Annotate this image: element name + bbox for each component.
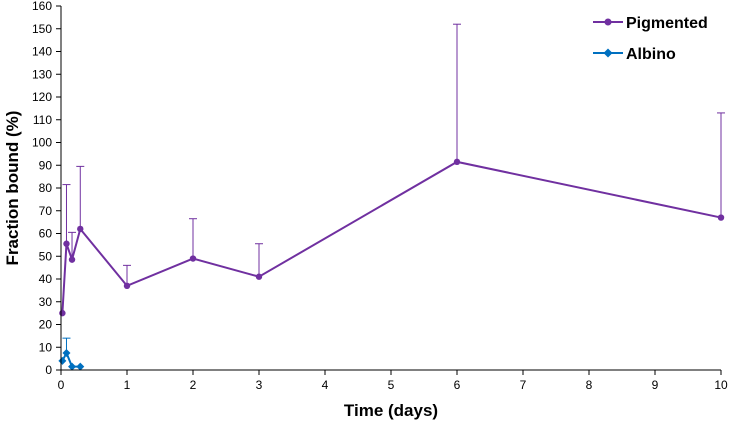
x-tick-label: 1 — [124, 378, 131, 392]
y-tick-label: 20 — [39, 318, 53, 332]
x-tick-label: 8 — [586, 378, 593, 392]
plot-area — [58, 23, 725, 371]
data-point — [68, 362, 77, 371]
x-tick-label: 7 — [520, 378, 527, 392]
x-axis-ticks: 0 1 2 3 4 5 6 7 8 9 10 — [58, 370, 728, 392]
y-axis-ticks: 0 10 20 30 40 50 60 70 80 90 100 110 120 130 140 150 160 — [32, 0, 61, 377]
data-point — [62, 348, 71, 357]
data-point — [63, 240, 70, 247]
series-pigmented — [59, 23, 725, 317]
data-point — [76, 362, 85, 371]
x-tick-label: 9 — [652, 378, 659, 392]
x-tick-label: 4 — [322, 378, 329, 392]
y-tick-label: 150 — [32, 22, 52, 36]
y-tick-label: 100 — [32, 136, 52, 150]
x-tick-label: 2 — [190, 378, 197, 392]
data-point — [717, 214, 725, 221]
data-point — [58, 356, 67, 365]
y-tick-label: 10 — [39, 340, 53, 354]
x-tick-label: 3 — [256, 378, 263, 392]
x-tick-label: 5 — [388, 378, 395, 392]
y-tick-label: 130 — [32, 67, 52, 81]
data-point — [189, 255, 197, 262]
y-tick-label: 120 — [32, 90, 52, 104]
y-tick-label: 40 — [39, 272, 53, 286]
y-tick-label: 0 — [45, 363, 52, 377]
data-point — [453, 158, 461, 166]
y-tick-label: 50 — [39, 249, 53, 263]
data-point — [77, 225, 84, 233]
legend-marker-albino — [603, 48, 613, 58]
data-point — [123, 282, 131, 290]
legend-item-albino: Albino — [593, 46, 676, 63]
legend-item-pigmented: Pigmented — [593, 15, 708, 32]
y-tick-label: 110 — [33, 113, 52, 127]
y-tick-label: 30 — [39, 295, 53, 309]
y-tick-label: 160 — [32, 0, 52, 13]
y-tick-label: 140 — [32, 45, 52, 59]
x-tick-label: 0 — [58, 378, 65, 392]
series-line — [61, 350, 81, 368]
x-tick-label: 6 — [454, 378, 461, 392]
y-axis-title: Fraction bound (%) — [3, 111, 22, 266]
x-axis-title: Time (days) — [344, 401, 438, 420]
y-tick-label: 80 — [39, 181, 53, 195]
series-line — [61, 160, 722, 314]
axes: 0 1 2 3 4 5 6 7 8 9 10 0 10 20 30 40 50 60 70 80 90 100 110 12… — [32, 0, 728, 392]
legend-marker-pigmented — [604, 18, 612, 26]
y-tick-label: 60 — [39, 227, 53, 241]
series-albino — [58, 337, 85, 371]
x-tick-label: 10 — [714, 378, 728, 392]
data-point — [255, 273, 263, 280]
data-point — [59, 309, 66, 317]
y-tick-label: 70 — [39, 204, 53, 218]
legend: Pigmented Albino — [593, 15, 708, 63]
legend-label-albino: Albino — [626, 46, 676, 63]
data-point — [68, 256, 76, 263]
legend-label-pigmented: Pigmented — [626, 15, 708, 32]
y-tick-label: 90 — [39, 158, 53, 172]
